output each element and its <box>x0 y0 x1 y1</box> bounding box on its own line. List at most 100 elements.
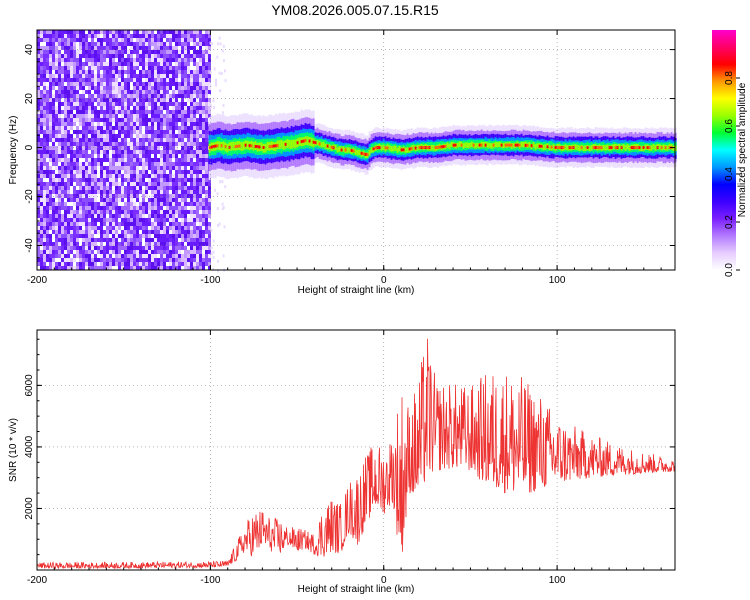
noise-cell <box>166 30 169 34</box>
noise-speckle <box>217 42 219 46</box>
noise-cell <box>142 70 145 74</box>
noise-cell <box>160 94 163 98</box>
noise-cell <box>43 170 46 174</box>
noise-cell <box>142 42 145 46</box>
noise-cell <box>118 118 121 122</box>
noise-cell <box>133 202 136 206</box>
noise-cell <box>172 58 175 62</box>
noise-cell <box>118 74 121 78</box>
noise-cell <box>130 118 133 122</box>
noise-cell <box>73 234 76 238</box>
noise-cell <box>97 198 100 202</box>
noise-cell <box>55 258 58 262</box>
noise-cell <box>40 34 43 38</box>
noise-cell <box>205 170 208 174</box>
noise-cell <box>106 142 109 146</box>
ridge-cell <box>552 144 555 150</box>
noise-cell <box>37 102 40 106</box>
noise-cell <box>190 238 193 242</box>
noise-cell <box>79 126 82 130</box>
noise-cell <box>70 218 73 222</box>
noise-speckle <box>223 59 225 63</box>
noise-cell <box>193 38 196 42</box>
noise-cell <box>175 34 178 38</box>
noise-cell <box>43 254 46 258</box>
noise-cell <box>160 74 163 78</box>
noise-cell <box>61 66 64 70</box>
noise-cell <box>205 78 208 82</box>
noise-cell <box>73 206 76 210</box>
noise-cell <box>172 46 175 50</box>
noise-cell <box>202 134 205 138</box>
noise-cell <box>157 34 160 38</box>
noise-cell <box>208 114 211 118</box>
noise-cell <box>169 214 172 218</box>
noise-cell <box>82 190 85 194</box>
noise-cell <box>121 198 124 202</box>
noise-cell <box>127 194 130 198</box>
noise-cell <box>118 138 121 142</box>
noise-cell <box>94 246 97 250</box>
noise-cell <box>172 90 175 94</box>
noise-cell <box>91 230 94 234</box>
noise-cell <box>184 30 187 34</box>
noise-cell <box>184 262 187 266</box>
noise-cell <box>172 230 175 234</box>
noise-cell <box>112 90 115 94</box>
noise-cell <box>139 158 142 162</box>
noise-cell <box>142 34 145 38</box>
noise-cell <box>136 198 139 202</box>
noise-cell <box>79 238 82 242</box>
ridge-cell <box>458 141 461 147</box>
noise-cell <box>58 74 61 78</box>
noise-cell <box>205 122 208 126</box>
noise-cell <box>148 70 151 74</box>
noise-cell <box>103 170 106 174</box>
noise-cell <box>181 214 184 218</box>
noise-cell <box>115 246 118 250</box>
noise-cell <box>46 90 49 94</box>
noise-cell <box>145 246 148 250</box>
noise-cell <box>124 126 127 130</box>
ridge-cell <box>310 137 313 147</box>
noise-cell <box>148 142 151 146</box>
noise-cell <box>40 194 43 198</box>
noise-cell <box>82 234 85 238</box>
noise-cell <box>187 46 190 50</box>
noise-cell <box>115 218 118 222</box>
noise-cell <box>205 62 208 66</box>
noise-cell <box>142 150 145 154</box>
noise-cell <box>43 222 46 226</box>
noise-cell <box>145 54 148 58</box>
noise-cell <box>67 178 70 182</box>
noise-cell <box>64 66 67 70</box>
noise-cell <box>148 250 151 254</box>
noise-cell <box>82 238 85 242</box>
noise-cell <box>196 234 199 238</box>
ridge-peak <box>258 145 261 149</box>
noise-cell <box>151 78 154 82</box>
noise-cell <box>175 182 178 186</box>
noise-cell <box>61 218 64 222</box>
noise-cell <box>109 166 112 170</box>
noise-cell <box>148 94 151 98</box>
noise-cell <box>187 142 190 146</box>
noise-cell <box>118 246 121 250</box>
noise-cell <box>94 178 97 182</box>
noise-cell <box>67 262 70 266</box>
noise-cell <box>46 222 49 226</box>
noise-cell <box>46 158 49 162</box>
noise-cell <box>79 230 82 234</box>
noise-cell <box>148 130 151 134</box>
noise-cell <box>178 206 181 210</box>
noise-cell <box>199 186 202 190</box>
noise-cell <box>37 122 40 126</box>
ridge-cell <box>544 144 547 150</box>
noise-cell <box>97 154 100 158</box>
noise-cell <box>199 234 202 238</box>
noise-cell <box>121 130 124 134</box>
noise-cell <box>187 222 190 226</box>
noise-cell <box>109 206 112 210</box>
noise-cell <box>67 222 70 226</box>
noise-cell <box>91 106 94 110</box>
